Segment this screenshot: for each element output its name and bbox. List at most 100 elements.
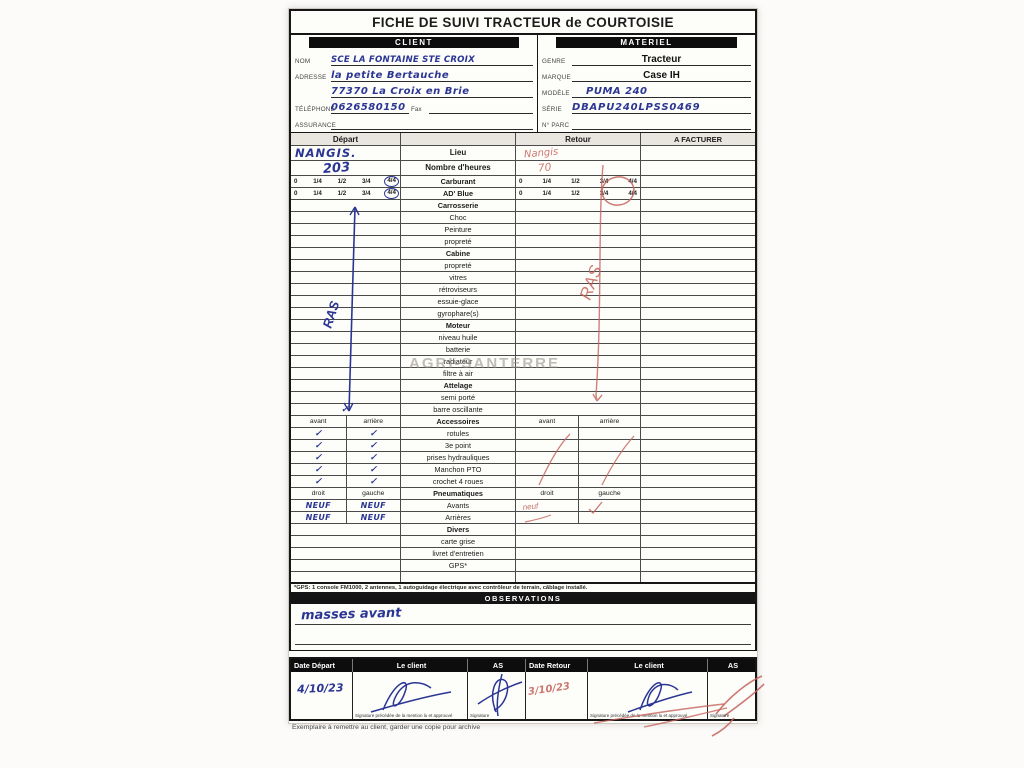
- acc-arriere-depart: arrière: [345, 416, 401, 427]
- checklist-label: niveau huile: [401, 332, 516, 343]
- divers-label: Divers: [401, 524, 516, 535]
- checklist-label: radiateur: [401, 356, 516, 367]
- adblue-scale-depart: 0 1/4 1/2 3/4 4/4: [291, 188, 400, 199]
- serie-row: Série DBAPU240LPSS0469: [542, 98, 751, 114]
- table-row-avants: NEUF NEUF Avants: [291, 500, 755, 512]
- carburant-depart-selected: 4/4: [384, 176, 399, 187]
- adblue-label: AD' Blue: [401, 188, 516, 199]
- table-row: livret d'entretien: [291, 548, 755, 560]
- accessoire-label: rotules: [401, 428, 516, 439]
- adresse-value-1: la petite Bertauche: [331, 70, 450, 81]
- archive-note: Exemplaire à remettre au client, garder …: [292, 724, 481, 731]
- table-row: GPS*: [291, 560, 755, 572]
- genre-row: Genre Tracteur: [542, 50, 751, 66]
- col-retour: Retour: [516, 133, 641, 145]
- observations-bar: OBSERVATIONS: [289, 593, 757, 604]
- table-row: Moteur: [291, 320, 755, 332]
- genre-value: Tracteur: [641, 54, 682, 65]
- header-section: CLIENT NOM SCE LA FONTAINE STE CROIX ADR…: [289, 35, 757, 133]
- carburant-scale-retour: 0 1/4 1/2 3/4 4/4: [519, 178, 637, 185]
- adblue-depart-selected: 4/4: [384, 188, 399, 199]
- accessoire-label: 3e point: [401, 440, 516, 451]
- signature-body-row: 4/10/23 Signature précédée de la mention…: [291, 672, 765, 737]
- table-row: essuie-glace: [291, 296, 755, 308]
- lieu-depart-value: NANGIS.: [295, 146, 357, 160]
- pneu-droit-depart: droit: [311, 490, 325, 497]
- ruled-line: [295, 624, 751, 625]
- parc-label: N° Parc: [542, 122, 570, 129]
- table-row: niveau huile: [291, 332, 755, 344]
- checklist-label: rétroviseurs: [401, 284, 516, 295]
- checklist-label: Choc: [401, 212, 516, 223]
- table-row: ✓ ✓ prises hydrauliques: [291, 452, 755, 464]
- checklist-label: filtre à air: [401, 368, 516, 379]
- adresse-label: ADRESSE: [295, 74, 327, 81]
- client-signature-note-2: Signature précédée de la mention lu et a…: [590, 713, 688, 718]
- telephone-row: Téléphone 0626580150 Fax: [295, 98, 533, 114]
- telephone-value: 0626580150: [331, 102, 406, 113]
- client-signature-note: Signature précédée de la mention lu et a…: [355, 713, 453, 718]
- checklist-label: Peinture: [401, 224, 516, 235]
- client-block: CLIENT NOM SCE LA FONTAINE STE CROIX ADR…: [291, 35, 538, 132]
- as-signature-note: Signature: [470, 713, 490, 718]
- marque-label: Marque: [542, 74, 571, 81]
- serie-value: DBAPU240LPSS0469: [572, 102, 701, 113]
- accessoires-header-row: avant arrière Accessoires avant arrière: [291, 416, 755, 428]
- as-retour-label: AS: [727, 661, 739, 670]
- checklist-label: barre oscillante: [401, 404, 516, 415]
- ruled-line: [295, 644, 751, 645]
- col-facturer: A FACTURER: [641, 133, 755, 145]
- table-row: propreté: [291, 236, 755, 248]
- materiel-section-bar: MATERIEL: [556, 37, 737, 48]
- nom-row: NOM SCE LA FONTAINE STE CROIX: [295, 50, 533, 66]
- checklist-label: propreté: [401, 236, 516, 247]
- assurance-row: Assurance: [295, 114, 533, 130]
- table-row: Carrosserie: [291, 200, 755, 212]
- table-row: rétroviseurs: [291, 284, 755, 296]
- pneu-gauche-depart: gauche: [345, 488, 401, 499]
- assurance-value-line: [331, 129, 533, 130]
- accessoire-label: prises hydrauliques: [401, 452, 516, 463]
- marque-value: Case IH: [643, 70, 680, 81]
- checklist-label: Carrosserie: [401, 200, 516, 211]
- client-depart-label: Le client: [353, 659, 468, 672]
- date-retour-value: 3/10/23: [527, 681, 571, 698]
- pneumatiques-header-row: droit gauche Pneumatiques droit gauche: [291, 488, 755, 500]
- genre-label: Genre: [542, 58, 566, 65]
- table-row: Attelage: [291, 380, 755, 392]
- checklist-label: Cabine: [401, 248, 516, 259]
- carburant-label: Carburant: [401, 176, 516, 187]
- parc-row: N° Parc: [542, 114, 751, 130]
- table-row: radiateur: [291, 356, 755, 368]
- observations-value: masses avant: [300, 605, 402, 624]
- accessoires-label: Accessoires: [401, 416, 516, 427]
- col-depart: Départ: [291, 133, 401, 145]
- arrieres-label: Arrières: [401, 512, 516, 523]
- table-row-heures: 203 Nombre d'heures 70: [291, 159, 755, 177]
- client-section-bar: CLIENT: [309, 37, 519, 48]
- table-row: ✓ barre oscillante: [291, 404, 755, 416]
- livret-label: livret d'entretien: [401, 548, 516, 559]
- lieu-retour-value: Nangis: [523, 146, 559, 160]
- table-row-lieu: NANGIS. Lieu Nangis: [291, 146, 755, 161]
- table-row-arrieres: NEUF NEUF Arrières: [291, 512, 755, 524]
- checklist-label: batterie: [401, 344, 516, 355]
- table-row: vitres: [291, 272, 755, 284]
- nom-value: SCE LA FONTAINE STE CROIX: [331, 55, 475, 65]
- client-depart-signature: [370, 682, 452, 713]
- table-row: Cabine: [291, 248, 755, 260]
- checklist-label: Moteur: [401, 320, 516, 331]
- nom-label: NOM: [295, 58, 311, 65]
- telephone-label: Téléphone: [295, 106, 335, 113]
- pneumatiques-label: Pneumatiques: [401, 488, 516, 499]
- checklist-label: Attelage: [401, 380, 516, 391]
- assurance-label: Assurance: [295, 122, 336, 129]
- checklist-label: essuie-glace: [401, 296, 516, 307]
- lieu-label: Lieu: [401, 146, 516, 160]
- as-signature-note-2: Signature: [710, 713, 730, 718]
- heures-depart-value: 203: [322, 159, 351, 177]
- signature-table: Date Départ Le client AS Date Retour Le …: [289, 657, 765, 737]
- table-row: ✓ ✓ crochet 4 roues: [291, 476, 755, 488]
- heures-retour-value: 70: [537, 161, 552, 175]
